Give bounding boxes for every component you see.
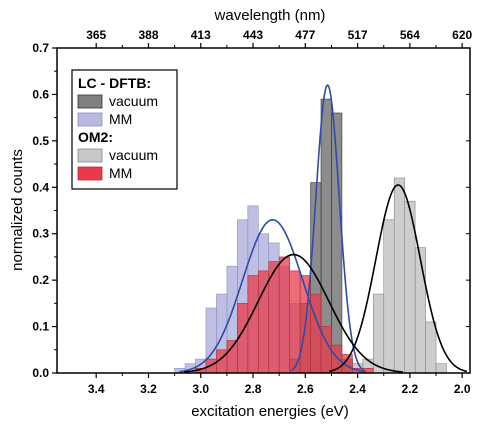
legend-group-title: LC - DFTB:	[78, 75, 151, 91]
x-tick-label: 3.2	[140, 382, 157, 396]
top-tick-label: 477	[295, 28, 315, 42]
top-tick-label: 620	[452, 28, 472, 42]
histogram-bar-s2-0	[435, 363, 447, 374]
x-tick-label: 2.2	[402, 382, 419, 396]
y-tick-label: 0.7	[32, 41, 49, 55]
histogram-bar-s2-1	[425, 321, 437, 374]
legend-entry-label: MM	[109, 111, 132, 127]
fit-curve-s1	[179, 218, 366, 373]
gaussian-fit-curves	[179, 84, 468, 373]
histogram-bar-s2-5	[383, 219, 395, 374]
top-tick-label: 365	[86, 28, 106, 42]
x-tick-label: 2.8	[245, 382, 262, 396]
y-tick-label: 0.3	[32, 227, 49, 241]
histogram-bar-s2-4	[393, 177, 405, 374]
x-axis-label: excitation energies (eV)	[191, 403, 349, 420]
legend-swatch	[77, 94, 103, 109]
histogram-bar-s3-11	[247, 275, 259, 374]
top-tick-label: 517	[348, 28, 368, 42]
histogram-bar-s3-8	[278, 256, 290, 374]
fit-curve-s2	[329, 184, 468, 373]
legend: LC - DFTB: vacuum MM OM2: vacuum MM	[71, 69, 178, 190]
x-tick-label: 3.4	[88, 382, 105, 396]
fit-curve-s0	[290, 84, 365, 372]
legend-entry-label: vacuum	[109, 93, 158, 109]
top-tick-label: 443	[243, 28, 263, 42]
histogram-bar-s2-6	[372, 293, 385, 374]
top-tick-label: 564	[400, 28, 420, 42]
axes	[52, 43, 471, 378]
y-tick-label: 0.5	[32, 134, 49, 148]
y-tick-label: 0.1	[32, 320, 49, 334]
x-tick-label: 2.4	[349, 382, 366, 396]
histogram-bar-s2-2	[414, 247, 426, 374]
legend-swatch	[77, 112, 103, 127]
histogram-bars	[174, 98, 447, 374]
x-tick-label: 2.0	[454, 382, 471, 396]
y-tick-label: 0.4	[32, 180, 49, 194]
legend-group-title: OM2:	[78, 129, 113, 145]
fit-curve-s3	[184, 253, 404, 373]
top-axis-label: wavelength (nm)	[214, 7, 326, 24]
legend-swatch	[77, 166, 103, 181]
top-tick-label: 388	[138, 28, 158, 42]
y-tick-label: 0.6	[32, 87, 49, 101]
histogram-bar-s3-10	[257, 270, 270, 374]
x-tick-label: 2.6	[297, 382, 314, 396]
tick-labels: 3.4 365 3.2 388 3.0 413 2.8 443 2.6 477 2.4 517 2.2 5…	[32, 28, 472, 396]
legend-entry-label: vacuum	[109, 147, 158, 163]
top-tick-label: 413	[191, 28, 211, 42]
legend-swatch	[77, 148, 103, 163]
legend-entry-label: MM	[109, 165, 132, 181]
x-tick-label: 3.0	[192, 382, 209, 396]
y-tick-label: 0.0	[32, 366, 49, 380]
histogram-bar-s3-13	[226, 340, 238, 374]
y-tick-label: 0.2	[32, 273, 49, 287]
y-axis-label: normalized counts	[9, 149, 26, 271]
